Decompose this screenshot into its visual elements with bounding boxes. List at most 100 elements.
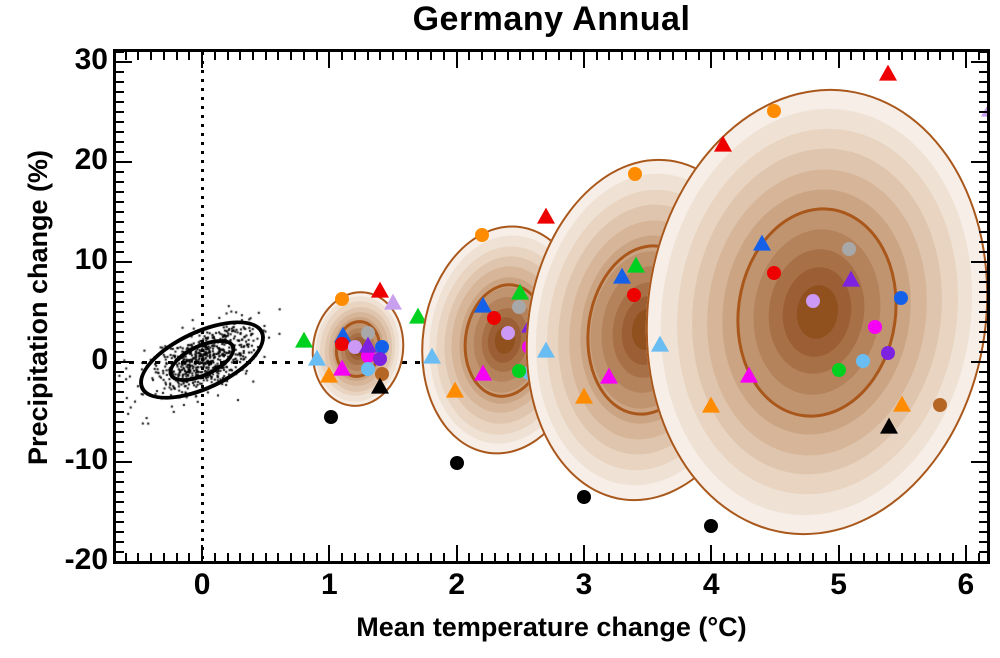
x-minor-tick bbox=[799, 553, 802, 561]
y-minor-tick bbox=[116, 481, 124, 483]
red-model-triangle-marker bbox=[879, 64, 898, 81]
y-minor-tick bbox=[116, 491, 124, 493]
y-minor-tick bbox=[116, 311, 124, 313]
y-minor-tick bbox=[116, 151, 124, 153]
y-minor-tick bbox=[979, 201, 987, 203]
x-major-tick bbox=[964, 545, 967, 561]
y-minor-tick bbox=[116, 471, 124, 473]
x-minor-tick bbox=[277, 553, 280, 561]
y-minor-tick bbox=[116, 71, 124, 73]
chart-title: Germany Annual bbox=[412, 0, 691, 38]
x-minor-tick bbox=[366, 52, 369, 60]
x-tick-label: 6 bbox=[957, 568, 975, 601]
x-minor-tick bbox=[290, 553, 293, 561]
x-minor-tick bbox=[697, 52, 700, 60]
x-major-tick bbox=[328, 52, 331, 68]
y-minor-tick bbox=[116, 411, 124, 413]
x-minor-tick bbox=[812, 52, 815, 60]
x-minor-tick bbox=[544, 52, 547, 60]
x-minor-tick bbox=[850, 52, 853, 60]
x-tick-label: 4 bbox=[702, 568, 720, 601]
black-model-triangle-marker bbox=[880, 417, 899, 434]
y-minor-tick bbox=[979, 191, 987, 193]
x-minor-tick bbox=[722, 553, 725, 561]
x-minor-tick bbox=[302, 52, 305, 60]
x-minor-tick bbox=[850, 553, 853, 561]
black-model-circle-marker bbox=[449, 456, 464, 470]
y-minor-tick bbox=[979, 241, 987, 243]
x-tick-label: 0 bbox=[193, 568, 211, 601]
y-minor-tick bbox=[116, 251, 124, 253]
y-minor-tick bbox=[979, 501, 987, 503]
y-major-tick bbox=[971, 361, 987, 363]
red-model-circle-marker bbox=[626, 288, 641, 302]
y-minor-tick bbox=[979, 441, 987, 443]
black-model-circle-marker bbox=[323, 410, 338, 424]
lightblue-model-triangle-marker bbox=[536, 341, 555, 358]
x-minor-tick bbox=[137, 52, 140, 60]
x-minor-tick bbox=[124, 553, 127, 561]
y-minor-tick bbox=[979, 71, 987, 73]
x-minor-tick bbox=[162, 553, 165, 561]
x-minor-tick bbox=[442, 553, 445, 561]
x-minor-tick bbox=[735, 553, 738, 561]
x-minor-tick bbox=[532, 52, 535, 60]
x-minor-tick bbox=[544, 553, 547, 561]
y-minor-tick bbox=[979, 52, 987, 53]
y-minor-tick bbox=[116, 551, 124, 553]
x-minor-tick bbox=[341, 553, 344, 561]
y-minor-tick bbox=[116, 341, 124, 343]
x-minor-tick bbox=[341, 52, 344, 60]
x-minor-tick bbox=[379, 52, 382, 60]
orange-model-triangle-marker bbox=[574, 387, 593, 404]
y-minor-tick bbox=[116, 211, 124, 213]
y-minor-tick bbox=[979, 281, 987, 283]
x-minor-tick bbox=[532, 553, 535, 561]
x-major-tick bbox=[582, 545, 585, 561]
y-minor-tick bbox=[979, 401, 987, 403]
green-model-triangle-marker bbox=[409, 307, 428, 324]
y-minor-tick bbox=[979, 341, 987, 343]
x-minor-tick bbox=[277, 52, 280, 60]
x-minor-tick bbox=[557, 553, 560, 561]
x-minor-tick bbox=[162, 52, 165, 60]
x-minor-tick bbox=[595, 553, 598, 561]
y-minor-tick bbox=[979, 481, 987, 483]
x-minor-tick bbox=[913, 553, 916, 561]
x-minor-tick bbox=[493, 553, 496, 561]
green-model-triangle-marker bbox=[294, 331, 313, 348]
y-major-tick bbox=[971, 261, 987, 263]
y-minor-tick bbox=[116, 441, 124, 443]
y-major-tick bbox=[971, 61, 987, 63]
x-minor-tick bbox=[659, 553, 662, 561]
x-minor-tick bbox=[519, 52, 522, 60]
x-minor-tick bbox=[888, 52, 891, 60]
x-minor-tick bbox=[633, 52, 636, 60]
x-minor-tick bbox=[175, 52, 178, 60]
x-minor-tick bbox=[697, 553, 700, 561]
x-minor-tick bbox=[264, 52, 267, 60]
black-model-triangle-marker bbox=[371, 377, 390, 394]
y-minor-tick bbox=[116, 141, 124, 143]
lightblue-model-circle-marker bbox=[360, 362, 375, 376]
x-tick-label: 3 bbox=[575, 568, 593, 601]
x-minor-tick bbox=[977, 52, 980, 60]
gray-model-circle-marker bbox=[512, 300, 527, 314]
y-minor-tick bbox=[116, 391, 124, 393]
x-major-tick bbox=[328, 545, 331, 561]
x-minor-tick bbox=[417, 52, 420, 60]
x-major-tick bbox=[201, 52, 204, 68]
x-minor-tick bbox=[150, 52, 153, 60]
y-minor-tick bbox=[116, 52, 124, 53]
gray-model-circle-marker bbox=[841, 242, 856, 256]
violet-model-triangle-marker bbox=[981, 100, 987, 117]
y-minor-tick bbox=[116, 511, 124, 513]
x-minor-tick bbox=[595, 52, 598, 60]
x-minor-tick bbox=[824, 52, 827, 60]
x-major-tick bbox=[710, 52, 713, 68]
x-major-tick bbox=[837, 52, 840, 68]
y-minor-tick bbox=[979, 351, 987, 353]
green-model-triangle-marker bbox=[627, 256, 646, 273]
x-minor-tick bbox=[392, 553, 394, 561]
x-minor-tick bbox=[786, 52, 789, 60]
